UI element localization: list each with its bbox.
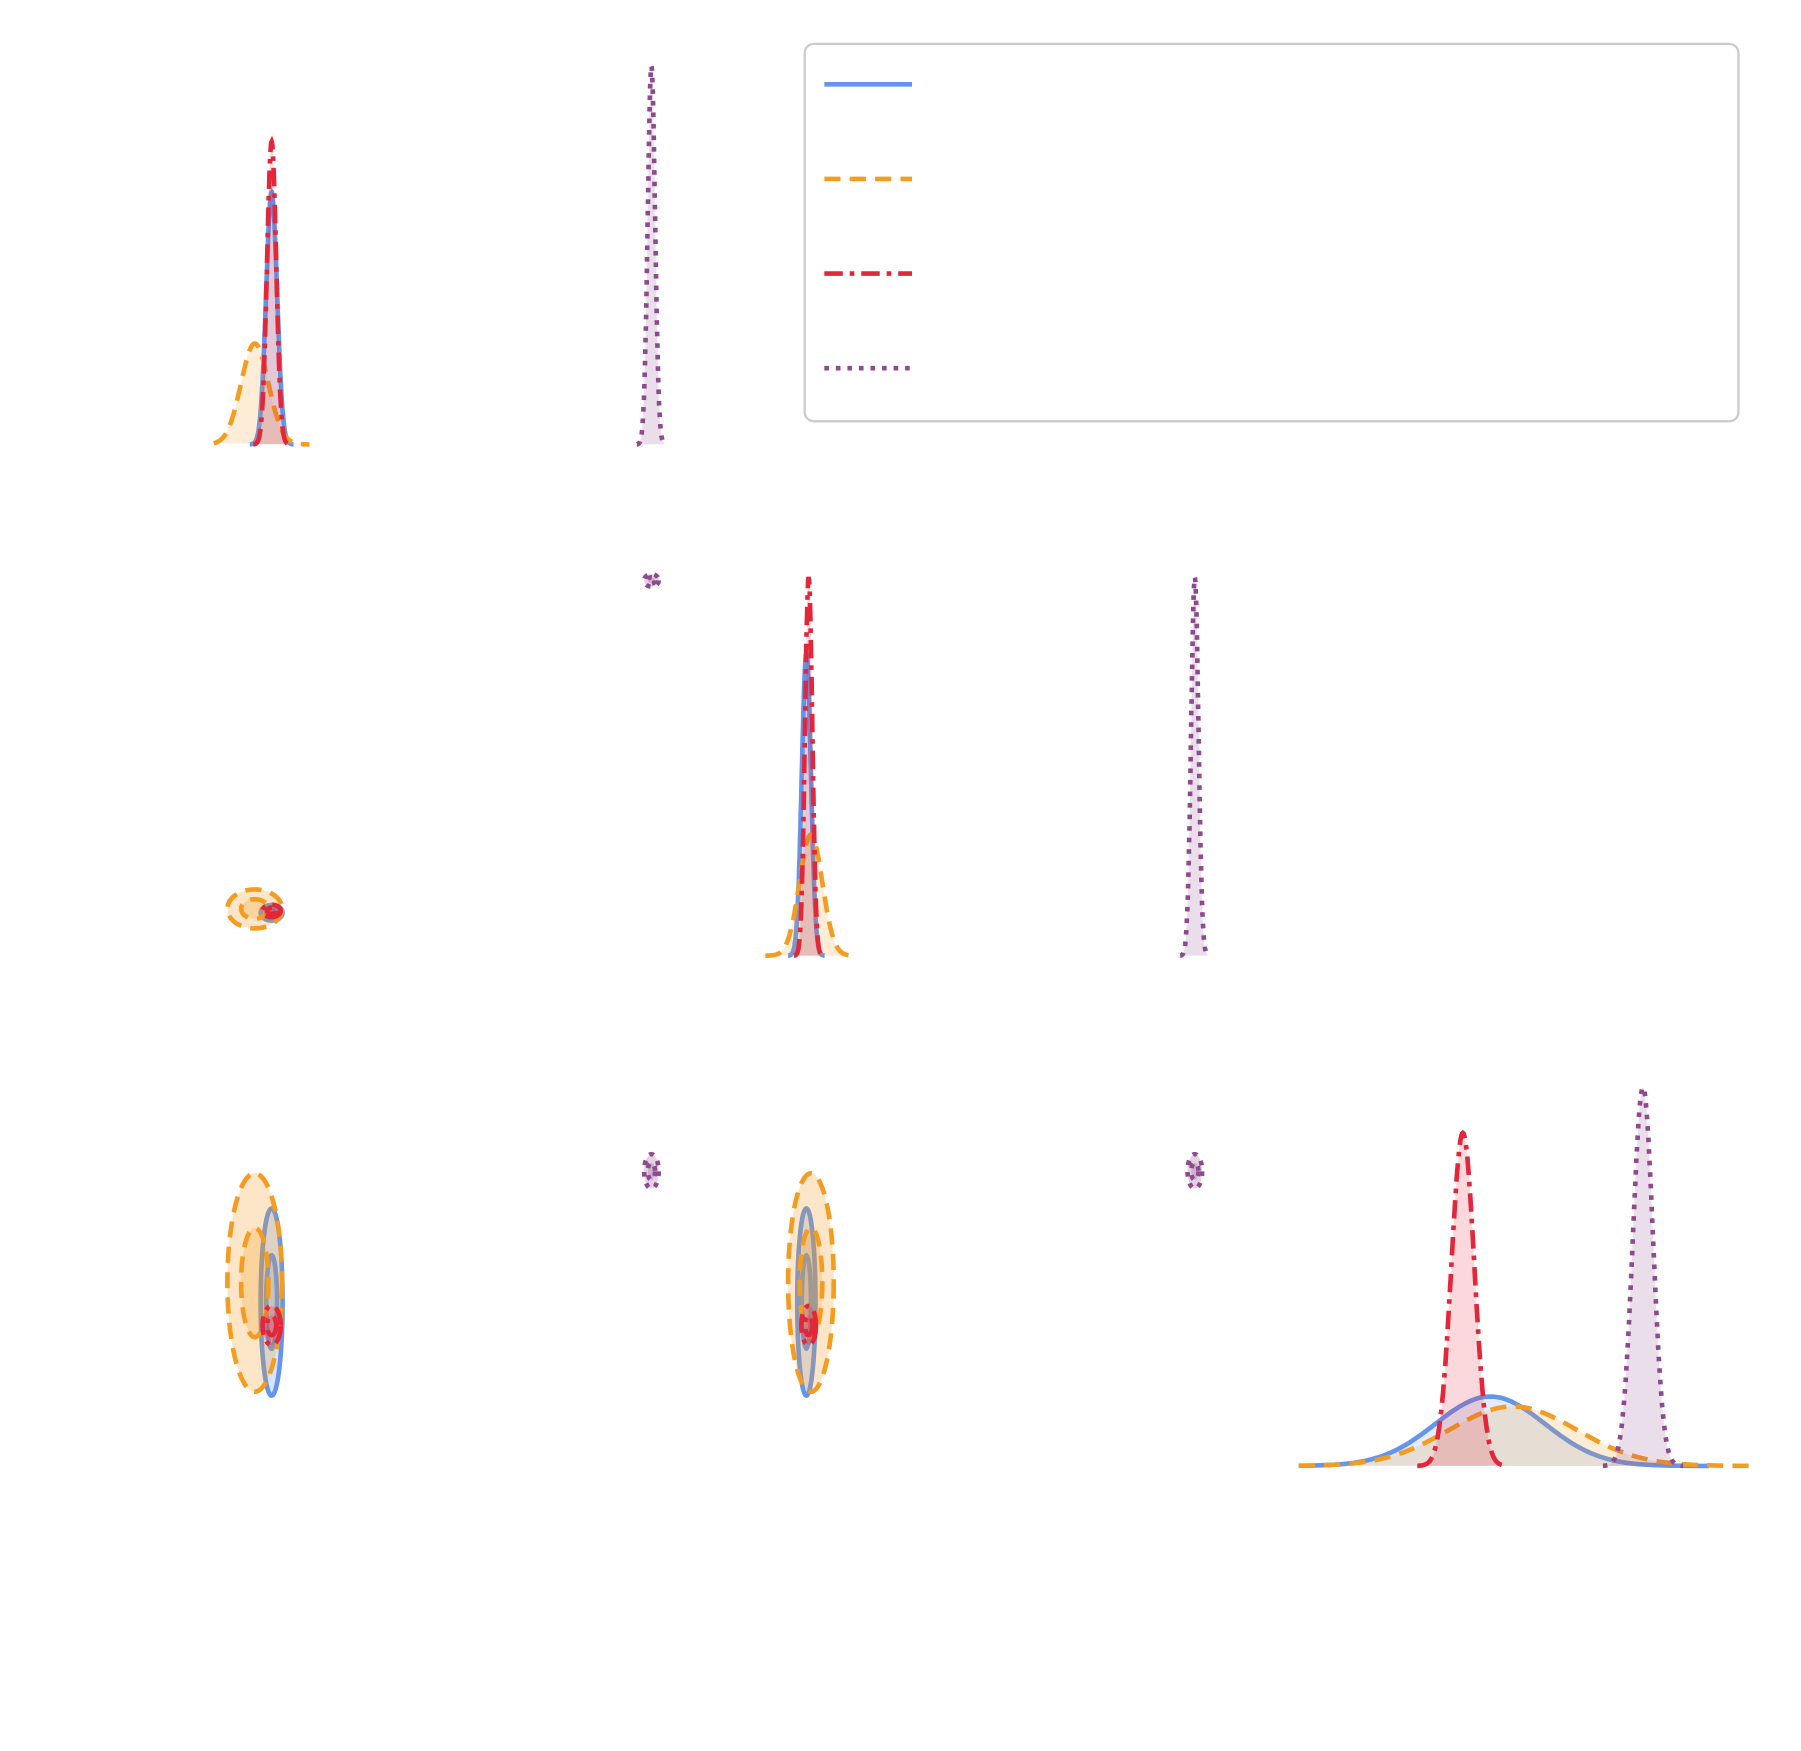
density-fill	[1602, 1087, 1684, 1466]
density-line	[765, 832, 857, 959]
density-fill	[253, 141, 290, 445]
contour	[802, 1313, 815, 1338]
density-fill	[249, 192, 294, 445]
contour	[797, 1225, 825, 1340]
density-line	[793, 576, 824, 958]
contour	[799, 1252, 814, 1352]
density-line	[1298, 1404, 1755, 1469]
density-line	[1179, 576, 1211, 958]
density-line	[253, 135, 291, 447]
contour	[1188, 1160, 1201, 1183]
density-fill	[794, 577, 824, 956]
contour	[264, 1313, 279, 1338]
contour	[238, 1225, 271, 1340]
density-fill	[1180, 577, 1210, 956]
density-fill	[788, 652, 825, 956]
contour	[260, 1303, 284, 1348]
density-fill	[765, 834, 857, 956]
contour	[264, 905, 279, 917]
density-line	[1417, 1129, 1509, 1469]
density-line	[1298, 1394, 1710, 1469]
density-fill	[636, 65, 666, 445]
density-fill	[1298, 1406, 1755, 1466]
contour	[785, 1170, 837, 1395]
density-fill	[1417, 1132, 1509, 1466]
contour	[645, 574, 658, 586]
contour	[645, 1160, 658, 1183]
contour	[225, 1170, 285, 1395]
density-line	[636, 65, 667, 447]
legend	[803, 42, 1740, 423]
